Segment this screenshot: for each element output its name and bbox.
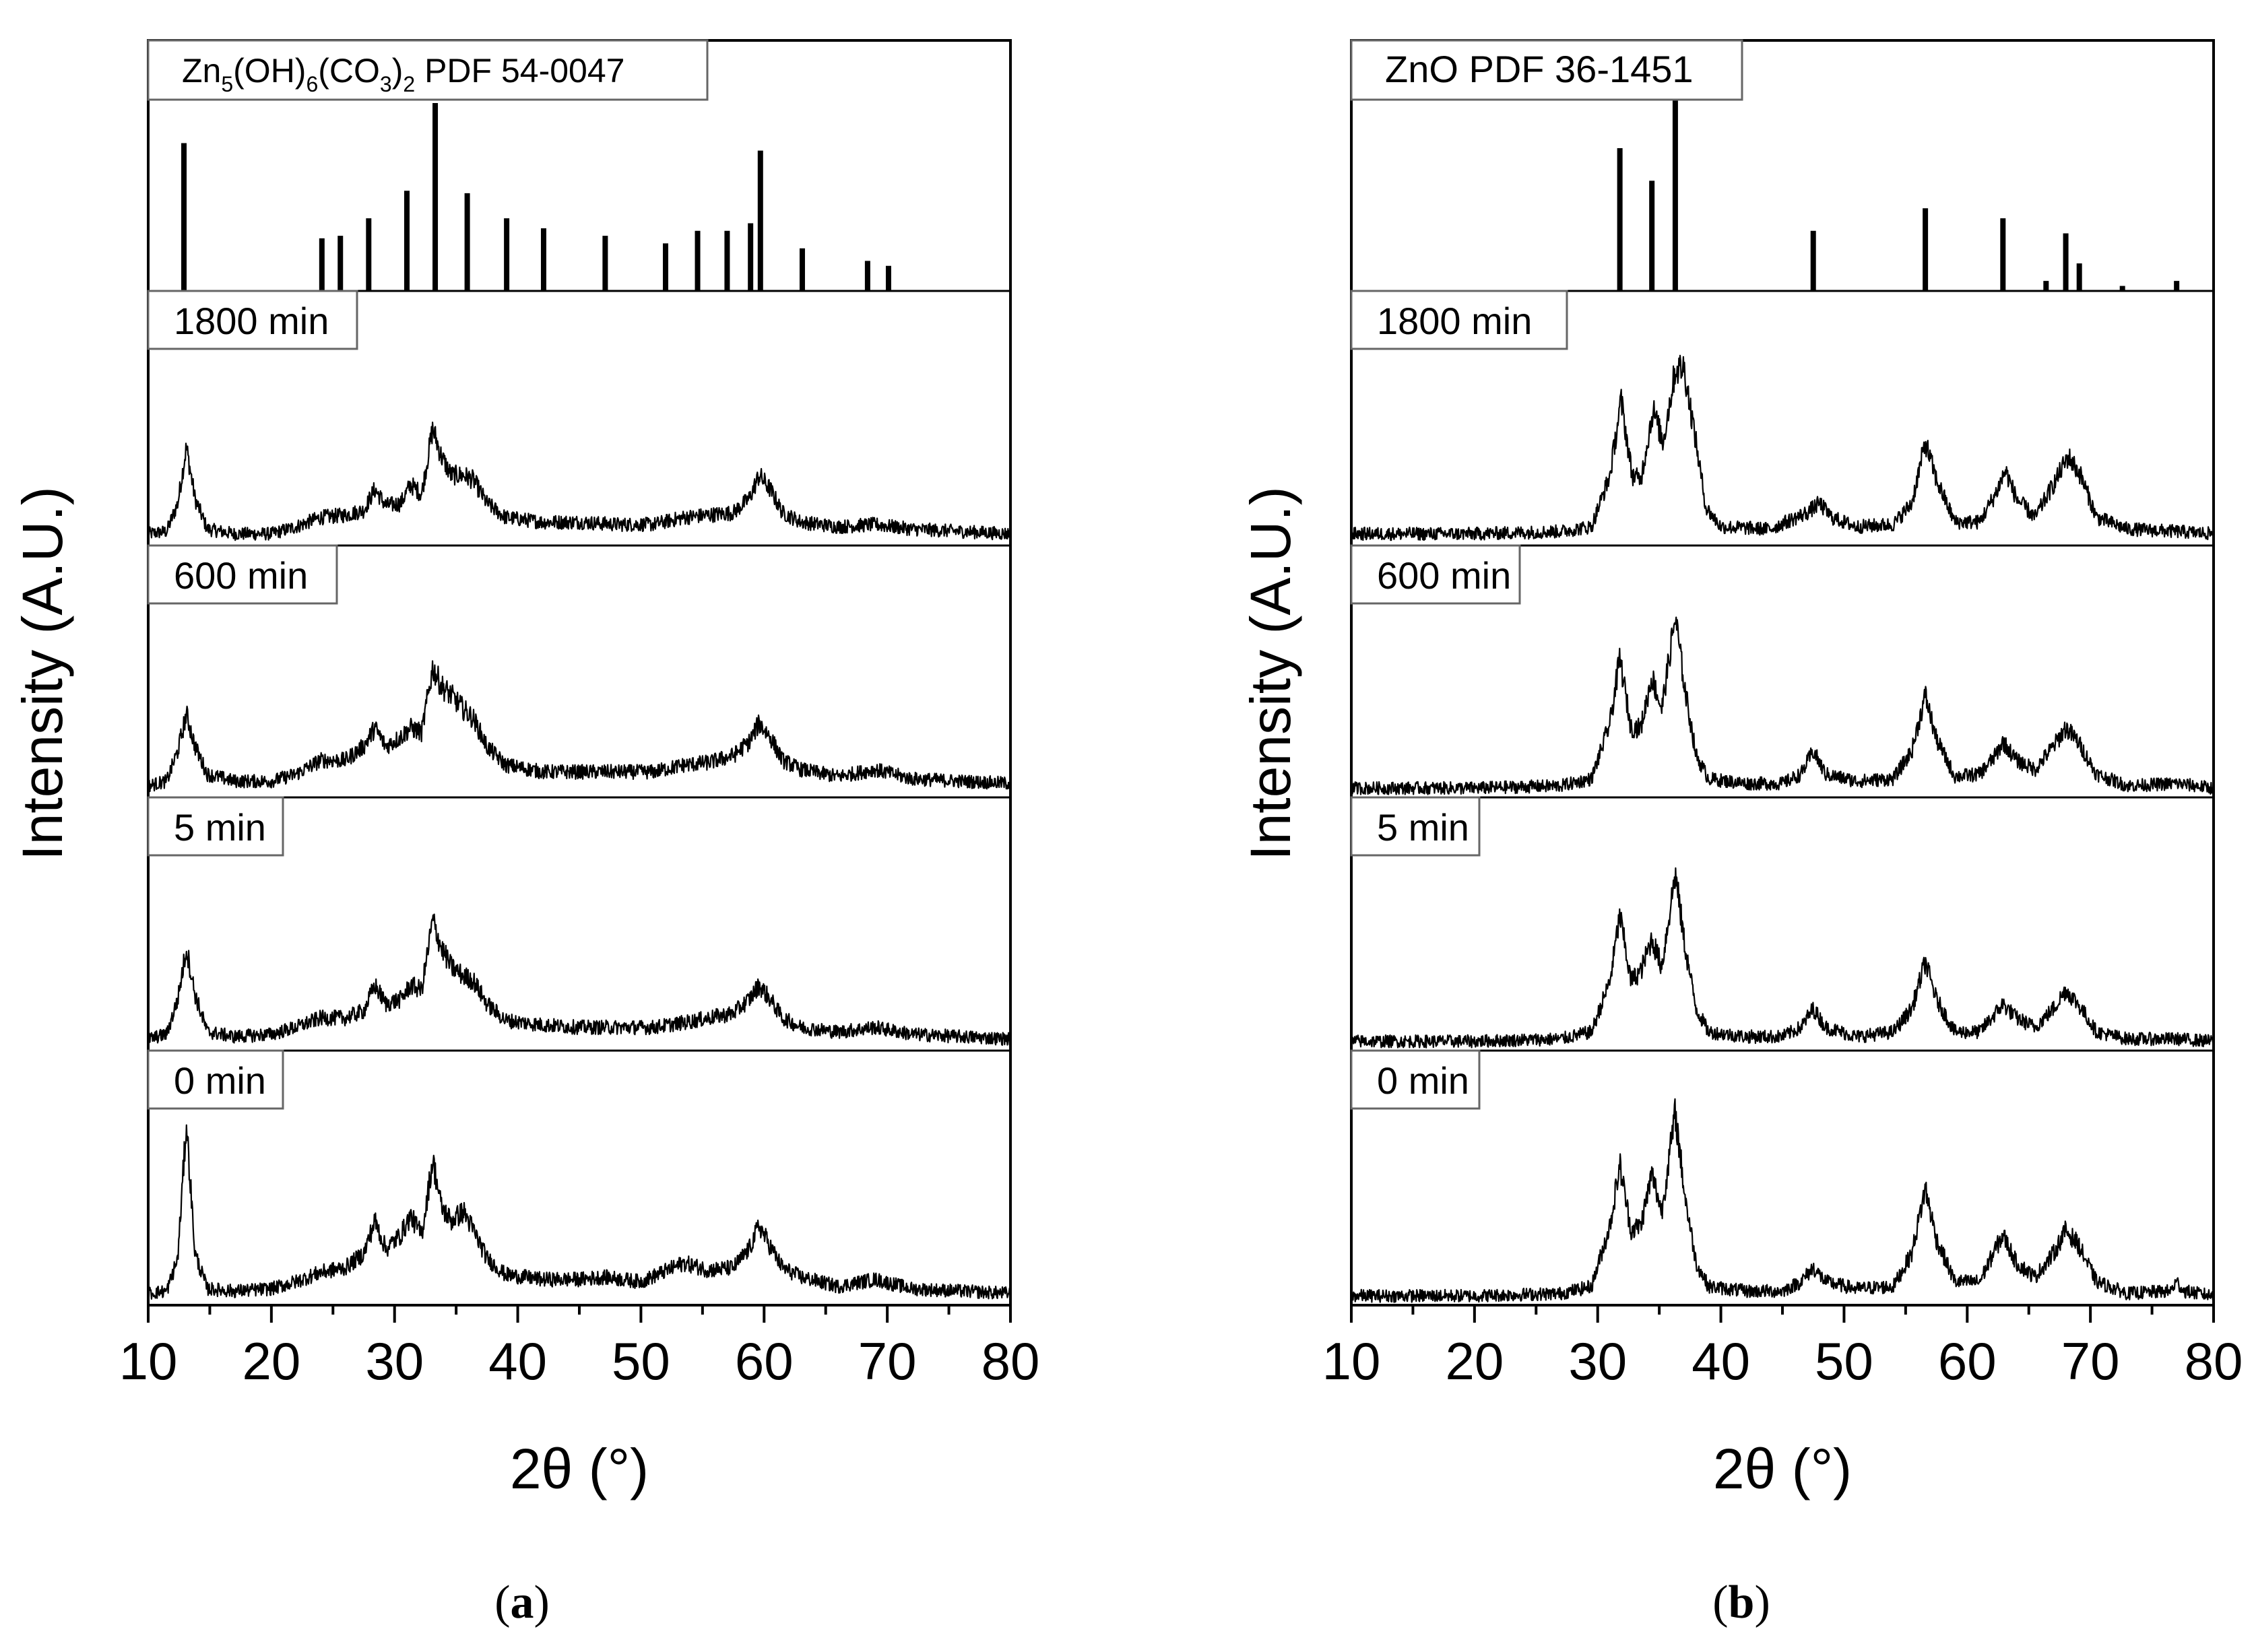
- series-label: 0 min: [1350, 1049, 1481, 1110]
- x-tick-label: 50: [1815, 1331, 1873, 1391]
- xrd-trace-5-min: [1351, 867, 2214, 1049]
- x-tick-label: 70: [2061, 1331, 2120, 1391]
- formula-subscript: 3: [380, 72, 392, 96]
- formula-text: (OH): [233, 52, 306, 90]
- formula-text: (CO: [318, 52, 380, 90]
- formula-subscript: 2: [403, 72, 415, 96]
- reference-label: ZnO PDF 36-1451: [1350, 39, 1743, 101]
- series-label: 1800 min: [147, 290, 358, 350]
- svg-text:5 min: 5 min: [1377, 806, 1469, 849]
- svg-text:600 min: 600 min: [174, 554, 308, 597]
- series-label: 0 min: [147, 1049, 284, 1110]
- panel-b: ZnO PDF 36-1451 1800 min 600 min 5 min 0 min…: [1239, 39, 2243, 1628]
- x-tick-label: 30: [1568, 1331, 1627, 1391]
- xrd-trace-5-min: [147, 913, 1011, 1046]
- x-tick-label: 10: [119, 1331, 178, 1391]
- x-tick-label: 40: [1692, 1331, 1750, 1391]
- xrd-trace-600-min: [1350, 616, 2214, 795]
- formula-text: Zn: [182, 52, 221, 90]
- svg-text:0 min: 0 min: [174, 1059, 266, 1102]
- series-label: 1800 min: [1350, 290, 1568, 350]
- x-axis-label: 2θ (°): [1713, 1437, 1852, 1500]
- series-label: 600 min: [147, 544, 338, 605]
- xrd-trace-600-min: [147, 660, 1010, 793]
- svg-text:1800 min: 1800 min: [174, 300, 329, 342]
- x-tick-label: 80: [2185, 1331, 2243, 1391]
- reference-label: Zn5(OH)6(CO3)2 PDF 54-0047: [147, 39, 709, 101]
- x-tick-label: 60: [735, 1331, 794, 1391]
- panel-caption: (b): [1712, 1577, 1770, 1628]
- x-tick-label: 10: [1322, 1331, 1381, 1391]
- x-tick-label: 20: [1445, 1331, 1504, 1391]
- svg-text:600 min: 600 min: [1377, 554, 1511, 597]
- series-label: 600 min: [1350, 544, 1521, 605]
- x-tick-label: 20: [242, 1331, 300, 1391]
- x-tick-label: 80: [981, 1331, 1040, 1391]
- xrd-trace-0-min: [147, 1124, 1011, 1300]
- xrd-trace-1800-min: [147, 422, 1011, 541]
- formula-subscript: 5: [221, 72, 233, 96]
- svg-text:5 min: 5 min: [174, 806, 266, 849]
- xrd-trace-0-min: [1350, 1098, 2214, 1303]
- x-axis-label: 2θ (°): [510, 1437, 649, 1500]
- x-tick-label: 30: [365, 1331, 424, 1391]
- plot-frame: [1350, 39, 2215, 1307]
- panel-caption: (a): [494, 1577, 550, 1628]
- x-tick-label: 50: [612, 1331, 670, 1391]
- series-label: 5 min: [147, 796, 284, 857]
- x-tick-label: 60: [1938, 1331, 1997, 1391]
- y-axis-label: Intensity (A.U.): [1239, 486, 1302, 860]
- plot-frame: [147, 39, 1012, 1307]
- x-tick-label: 70: [858, 1331, 917, 1391]
- svg-text:1800 min: 1800 min: [1377, 300, 1532, 342]
- svg-text:Zn5(OH)6(CO3)2 PDF 54-0047: Zn5(OH)6(CO3)2 PDF 54-0047: [182, 52, 624, 96]
- formula-text: ): [392, 52, 404, 90]
- series-label: 5 min: [1350, 796, 1481, 857]
- x-tick-label: 40: [488, 1331, 547, 1391]
- xrd-trace-1800-min: [1350, 354, 2214, 541]
- formula-text: PDF 54-0047: [415, 52, 624, 90]
- svg-text:ZnO PDF 36-1451: ZnO PDF 36-1451: [1385, 48, 1694, 90]
- svg-text:0 min: 0 min: [1377, 1059, 1469, 1102]
- formula-subscript: 6: [306, 72, 318, 96]
- y-axis-label: Intensity (A.U.): [11, 486, 74, 860]
